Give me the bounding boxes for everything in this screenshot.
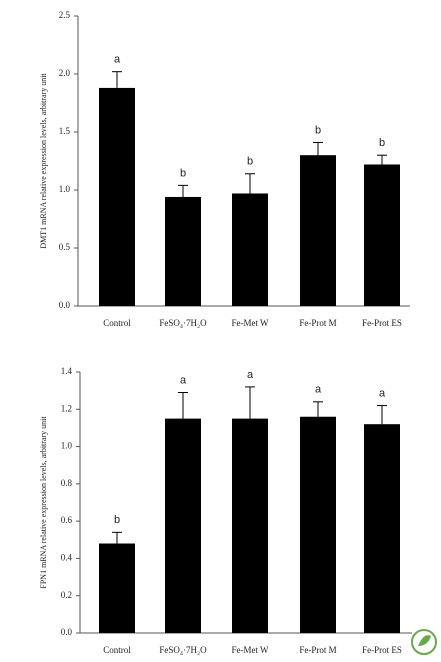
- y-tick-label: 1.4: [61, 366, 73, 376]
- x-tick-label: Fe-Prot ES: [362, 645, 402, 655]
- x-tick-label: Fe-Prot M: [299, 645, 336, 655]
- y-tick-label: 0.4: [61, 552, 73, 562]
- bar: [300, 416, 336, 633]
- significance-letter: a: [379, 387, 386, 399]
- significance-letter: a: [114, 54, 121, 66]
- bar: [364, 424, 400, 633]
- bar: [300, 155, 336, 306]
- y-tick-label: 1.5: [59, 126, 71, 136]
- significance-letter: b: [315, 124, 321, 136]
- significance-letter: b: [379, 137, 385, 149]
- y-tick-label: 0.5: [59, 242, 71, 252]
- bar: [232, 193, 268, 306]
- y-tick-label: 1.0: [59, 184, 71, 194]
- significance-letter: b: [114, 514, 120, 526]
- y-tick-label: 1.2: [61, 403, 72, 413]
- significance-letter: a: [315, 384, 322, 396]
- y-tick-label: 0.0: [61, 627, 73, 637]
- y-tick-label: 0.2: [61, 590, 72, 600]
- bar: [232, 418, 268, 633]
- y-tick-label: 2.5: [59, 10, 71, 20]
- y-tick-label: 2.0: [59, 68, 71, 78]
- bar: [364, 164, 400, 306]
- x-tick-label: Control: [103, 645, 131, 655]
- significance-letter: b: [247, 156, 253, 168]
- bar: [99, 543, 135, 633]
- bar: [99, 87, 135, 306]
- bar: [165, 196, 201, 306]
- significance-letter: a: [180, 374, 187, 386]
- y-axis-label: DMT1 mRNA relative expression levels, ar…: [39, 73, 48, 249]
- x-tick-label: Control: [103, 318, 131, 328]
- significance-letter: b: [180, 167, 186, 179]
- y-tick-label: 1.0: [61, 441, 73, 451]
- x-tick-label: Fe-Met W: [231, 645, 269, 655]
- y-tick-label: 0.8: [61, 478, 73, 488]
- y-tick-label: 0.0: [59, 300, 71, 310]
- x-tick-label: Fe-Prot ES: [362, 318, 402, 328]
- x-tick-label: Fe-Met W: [231, 318, 269, 328]
- x-tick-label: FeSO₄·7H₂O: [159, 318, 207, 328]
- y-tick-label: 0.6: [61, 515, 73, 525]
- x-tick-label: FeSO₄·7H₂O: [159, 645, 207, 655]
- logo: [411, 629, 437, 655]
- significance-letter: a: [247, 369, 254, 381]
- y-axis-label: FPN1 mRNA relative expression levels, ar…: [39, 416, 48, 589]
- x-tick-label: Fe-Prot M: [299, 318, 336, 328]
- bar: [165, 418, 201, 633]
